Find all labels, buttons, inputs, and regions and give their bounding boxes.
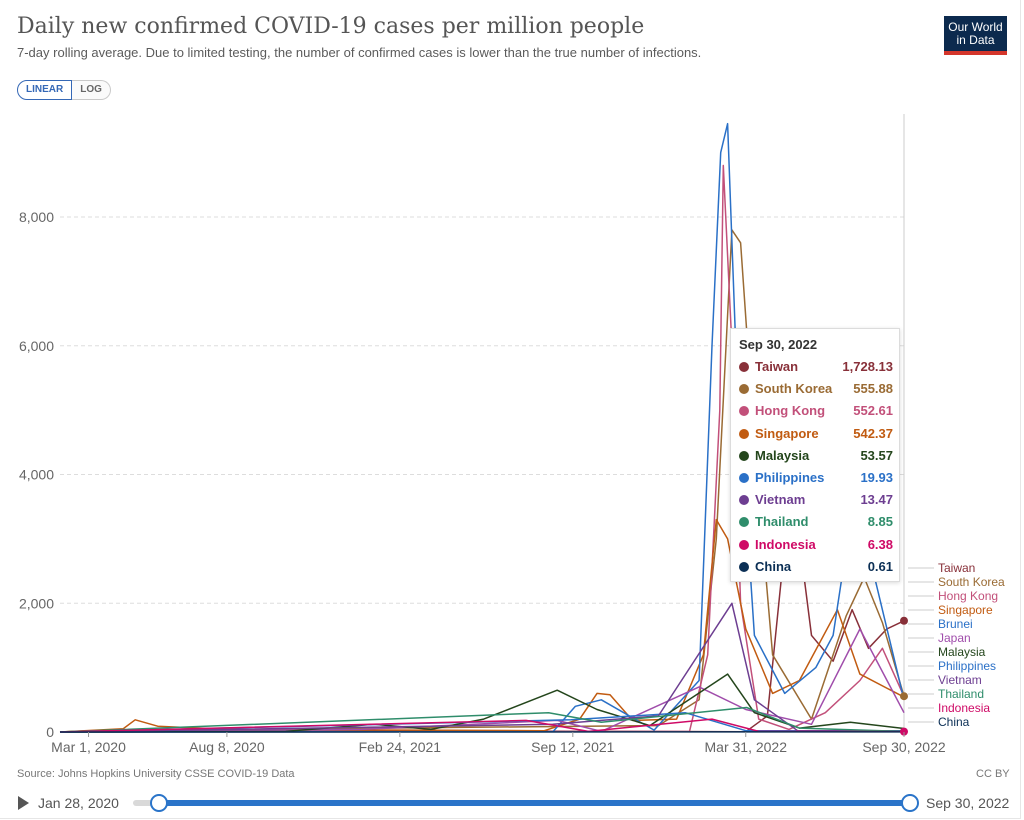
logo-line-2: in Data [956,33,995,47]
y-tick-label: 0 [46,724,54,740]
tooltip-series-name: Singapore [755,425,819,441]
log-button[interactable]: LOG [72,80,111,100]
tooltip-row: Thailand 8.85 [737,512,893,532]
end-label: China [938,715,970,729]
source-note: Source: Johns Hopkins University CSSE CO… [17,768,295,780]
tooltip-row: Singapore 542.37 [737,424,893,444]
end-marker [900,727,908,736]
tooltip-series-value: 19.93 [860,470,893,485]
series-line [59,518,905,733]
tooltip-series-value: 542.37 [853,425,893,441]
end-marker [900,692,908,701]
end-label: South Korea [938,575,1005,589]
scale-toggle: LINEAR LOG [17,80,111,100]
end-label: Indonesia [938,701,990,715]
series-dot-icon [739,539,749,550]
end-label: Singapore [938,603,993,617]
tooltip-series-value: 1,728.13 [842,359,893,374]
tooltip-series-value: 8.85 [867,514,893,530]
timeline-start-label: Jan 28, 2020 [38,795,119,811]
y-tick-label: 8,000 [19,209,54,225]
x-tick-label: Feb 24, 2021 [359,739,442,755]
tooltip-series-name: Malaysia [755,447,810,463]
tooltip-series-name: Taiwan [755,359,799,374]
tooltip-row: Indonesia 6.38 [737,535,893,555]
tooltip-row: Hong Kong 552.61 [737,401,893,421]
tooltip-row: Taiwan 1,728.13 [737,357,893,377]
series-lines [59,122,908,736]
timeline-range [158,800,910,806]
end-label: Japan [938,631,971,645]
linear-button[interactable]: LINEAR [17,80,73,100]
tooltip-row: South Korea 555.88 [737,379,893,399]
chart-title: Daily new confirmed COVID-19 cases per m… [17,14,645,39]
tooltip-series-value: 53.57 [860,447,893,463]
timeline-end-label: Sep 30, 2022 [926,795,1010,811]
tooltip-series-value: 555.88 [853,381,893,397]
series-dot-icon [739,495,749,506]
x-tick-label: Aug 8, 2020 [189,739,265,755]
license-link[interactable]: CC BY [976,768,1010,780]
tooltip-series-name: Indonesia [755,536,816,552]
end-label: Thailand [938,687,984,701]
x-tick-label: Sep 12, 2021 [531,739,615,755]
x-tick-label: Sep 30, 2022 [862,739,946,755]
timeline: Jan 28, 2020 Sep 30, 2022 [0,788,1024,818]
series-dot-icon [739,517,749,528]
tooltip-series-name: Philippines [755,470,825,485]
end-label: Hong Kong [938,589,998,603]
tooltip-series-value: 13.47 [860,492,893,508]
axes: 0 2,000 4,000 6,000 8,000 Mar 1, 2020 Aug 8, 2… [19,209,946,755]
tooltip-series-name: Hong Kong [755,403,826,419]
series-line [59,122,905,733]
tooltip-series-name: Vietnam [755,492,806,508]
end-label: Brunei [938,617,973,631]
series-line [59,706,905,733]
logo-bar [944,51,1007,55]
x-tick-label: Mar 31, 2022 [705,739,788,755]
tooltip-row: China 0.61 [737,557,893,577]
series-dot-icon [739,406,749,417]
tooltip-series-value: 552.61 [853,403,893,419]
y-tick-label: 6,000 [19,338,54,354]
tooltip-row: Vietnam 13.47 [737,490,893,510]
end-label: Malaysia [938,645,986,659]
owid-logo[interactable]: Our World in Data [944,16,1007,55]
timeline-start-handle[interactable] [150,794,168,812]
tooltip-series-name: South Korea [755,381,833,397]
logo-line-1: Our World [948,20,1003,34]
series-dot-icon [739,561,749,572]
tooltip-row: Philippines 19.93 [737,468,893,488]
timeline-end-handle[interactable] [901,794,919,812]
y-tick-label: 4,000 [19,467,54,483]
chart-subtitle: 7-day rolling average. Due to limited te… [17,45,702,60]
y-tick-label: 2,000 [19,595,54,611]
tooltip-series-name: Thailand [755,514,809,530]
end-marker [900,616,908,625]
series-dot-icon [739,450,749,461]
tooltip-series-value: 0.61 [867,558,893,574]
series-dot-icon [739,362,749,372]
line-chart[interactable]: 0 2,000 4,000 6,000 8,000 Mar 1, 2020 Aug 8, 2… [0,100,1024,760]
series-dot-icon [739,473,749,483]
x-tick-label: Mar 1, 2020 [51,739,126,755]
tooltip-row: Malaysia 53.57 [737,446,893,466]
series-dot-icon [739,428,749,439]
end-label: Vietnam [938,673,982,687]
play-icon[interactable] [18,796,29,810]
series-line [59,602,905,733]
series-dot-icon [739,384,749,395]
end-label: Taiwan [938,561,975,575]
tooltip-series-name: China [755,558,792,574]
tooltip-series-value: 6.38 [867,536,893,552]
tooltip-date: Sep 30, 2022 [739,337,818,352]
tooltip: Sep 30, 2022 Taiwan 1,728.13 South Korea 55… [730,328,900,582]
end-label: Philippines [938,659,996,673]
